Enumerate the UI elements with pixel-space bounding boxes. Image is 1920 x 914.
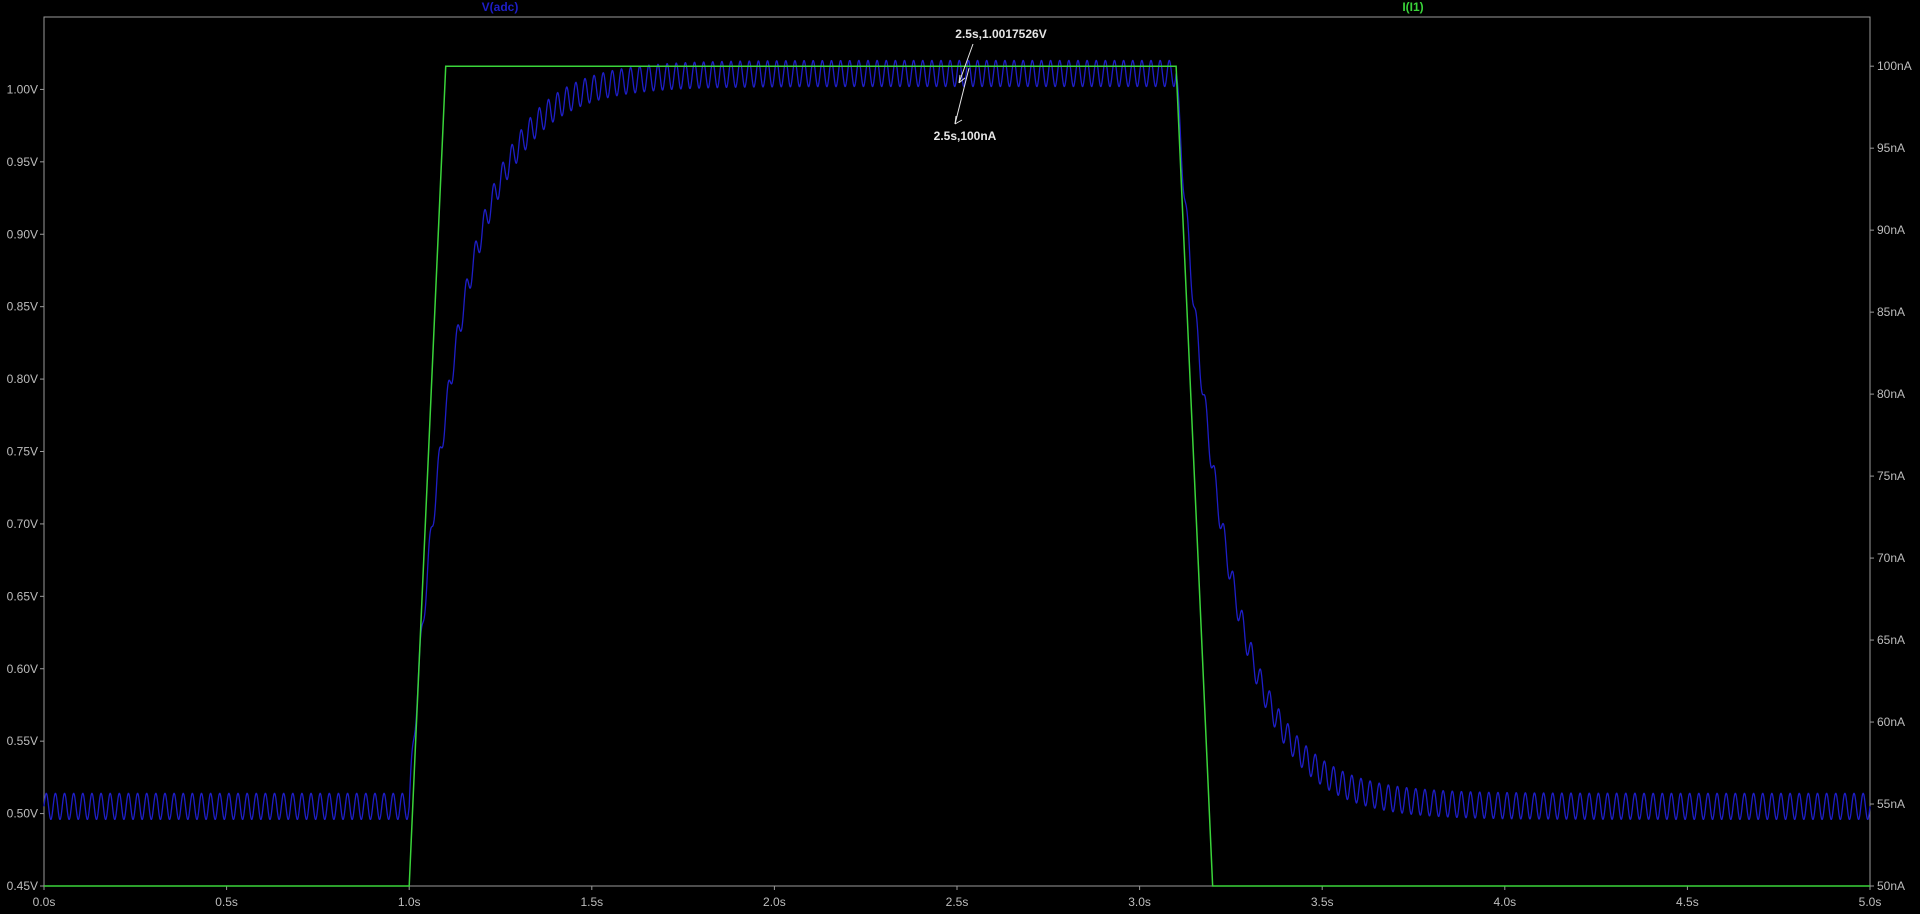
x-tick-label: 4.5s [1676,895,1699,909]
y-right-tick-label: 80nA [1877,387,1905,401]
x-tick-label: 2.5s [946,895,969,909]
y-left-tick-label: 1.00V [7,82,38,96]
y-right-tick-label: 55nA [1877,797,1905,811]
x-tick-label: 4.0s [1493,895,1516,909]
annotation-ii1-arrow [954,68,970,125]
y-right-tick-label: 85nA [1877,305,1905,319]
y-right-tick-label: 65nA [1877,633,1905,647]
x-tick-label: 1.5s [580,895,603,909]
x-tick-label: 2.0s [763,895,786,909]
y-right-tick-label: 75nA [1877,469,1905,483]
y-right-tick-label: 95nA [1877,141,1905,155]
y-left-tick-label: 0.55V [7,734,38,748]
y-right-tick-label: 60nA [1877,715,1905,729]
annotation-vadc-label: 2.5s,1.0017526V [955,27,1046,41]
series-title-ii1[interactable]: I(I1) [1402,0,1423,14]
y-left-tick-label: 0.70V [7,517,38,531]
x-tick-label: 3.0s [1128,895,1151,909]
x-tick-label: 1.0s [398,895,421,909]
y-left-tick-label: 0.45V [7,879,38,893]
trace-ii1 [44,65,1870,887]
x-tick-label: 0.0s [33,895,56,909]
y-left-tick-label: 0.60V [7,662,38,676]
y-right-tick-label: 70nA [1877,551,1905,565]
y-left-tick-label: 0.50V [7,807,38,821]
y-left-tick-label: 0.95V [7,155,38,169]
y-left-tick-label: 0.90V [7,227,38,241]
y-left-tick-label: 0.65V [7,589,38,603]
x-tick-label: 5.0s [1859,895,1882,909]
annotation-ii1-arrowhead [954,115,963,125]
y-left-tick-label: 0.75V [7,445,38,459]
annotation-vadc-arrowhead [958,74,966,84]
annotation-vadc-arrow [958,43,974,84]
x-tick-label: 3.5s [1311,895,1334,909]
y-left-tick-label: 0.85V [7,300,38,314]
series-title-vadc[interactable]: V(adc) [482,0,519,14]
x-tick-label: 0.5s [215,895,238,909]
annotation-ii1-label: 2.5s,100nA [934,129,997,143]
y-left-tick-label: 0.80V [7,372,38,386]
y-right-tick-label: 90nA [1877,223,1905,237]
y-right-tick-label: 50nA [1877,879,1905,893]
trace-vadc [43,59,1871,820]
y-right-tick-label: 100nA [1877,59,1912,73]
